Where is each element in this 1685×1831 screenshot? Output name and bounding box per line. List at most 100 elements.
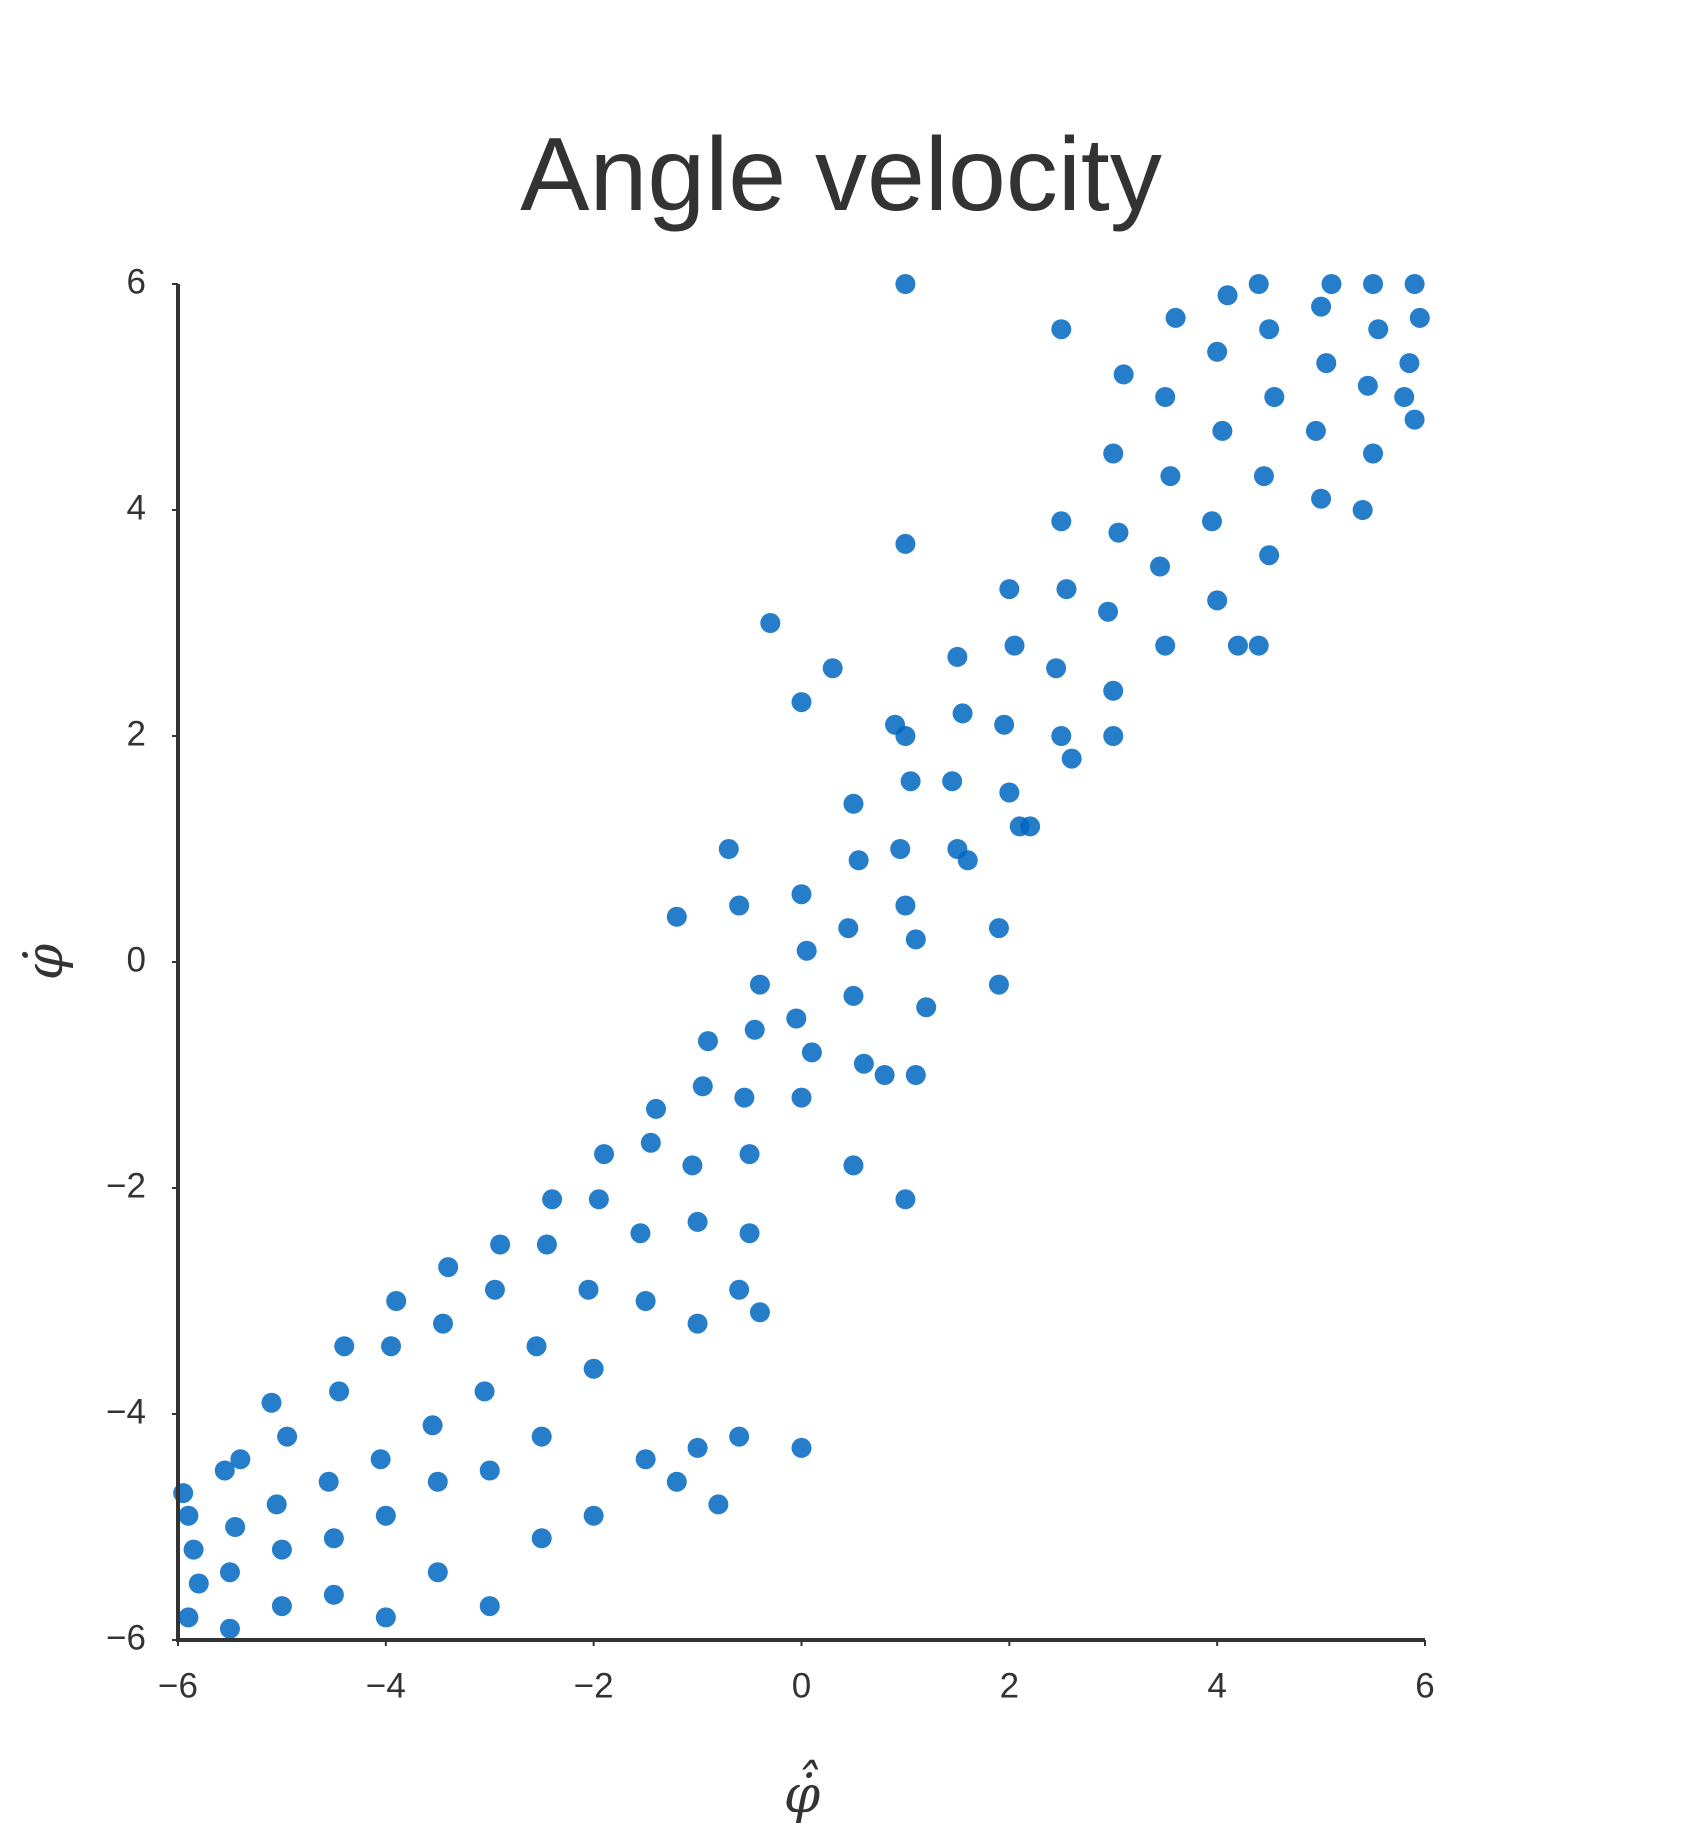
- point: [957, 850, 978, 871]
- point: [1004, 635, 1025, 656]
- y-axis-label: φ̇: [15, 943, 75, 980]
- point: [594, 1144, 615, 1165]
- y-tick-label: −4: [106, 1392, 146, 1431]
- point: [905, 1065, 926, 1085]
- point: [1051, 319, 1072, 340]
- point: [474, 1381, 495, 1402]
- point: [536, 1234, 557, 1255]
- point: [885, 714, 906, 735]
- point: [994, 714, 1015, 735]
- point: [786, 1008, 807, 1029]
- y-tick-label: 0: [127, 940, 146, 979]
- point: [838, 918, 859, 939]
- point: [843, 985, 864, 1006]
- point: [1051, 726, 1072, 746]
- point: [219, 1562, 240, 1583]
- point: [999, 782, 1020, 803]
- point: [427, 1562, 448, 1583]
- x-tick-label: 2: [1000, 1666, 1019, 1705]
- point: [1103, 680, 1124, 701]
- point: [1248, 274, 1269, 294]
- point: [531, 1426, 552, 1447]
- point: [905, 929, 926, 950]
- point: [1212, 420, 1233, 441]
- point: [583, 1505, 604, 1526]
- point: [843, 1155, 864, 1176]
- point: [178, 1607, 199, 1628]
- point: [1394, 387, 1415, 407]
- point: [531, 1528, 552, 1549]
- point: [687, 1313, 708, 1334]
- point: [1404, 274, 1425, 294]
- point: [219, 1618, 240, 1639]
- point: [853, 1053, 874, 1074]
- point: [729, 895, 750, 916]
- point: [1305, 420, 1326, 441]
- point: [640, 1132, 661, 1153]
- point: [895, 895, 916, 916]
- point: [484, 1279, 505, 1300]
- point: [646, 1098, 667, 1119]
- point: [422, 1415, 443, 1436]
- point: [1207, 341, 1228, 362]
- point: [729, 1426, 750, 1447]
- point: [947, 646, 968, 667]
- point: [744, 1019, 765, 1040]
- point: [760, 613, 781, 633]
- point: [438, 1257, 459, 1278]
- point: [1103, 726, 1124, 746]
- point: [1201, 511, 1222, 532]
- point: [739, 1144, 760, 1165]
- x-tick-label: 4: [1207, 1666, 1226, 1705]
- point: [261, 1392, 282, 1413]
- point: [334, 1336, 355, 1357]
- x-axis-label: φ̇̂: [784, 1760, 821, 1825]
- point: [801, 1042, 822, 1063]
- point: [749, 974, 770, 995]
- chart-title: Angle velocity: [520, 117, 1162, 233]
- point: [1352, 500, 1373, 520]
- point: [1108, 522, 1129, 543]
- point: [687, 1437, 708, 1458]
- x-tick-label: 6: [1415, 1666, 1434, 1705]
- point: [578, 1279, 599, 1300]
- point: [490, 1234, 511, 1255]
- point: [1160, 466, 1181, 487]
- x-tick-label: −4: [366, 1666, 406, 1705]
- point: [188, 1573, 209, 1594]
- point: [734, 1087, 755, 1108]
- point: [1321, 274, 1342, 294]
- point: [843, 793, 864, 814]
- point: [890, 839, 911, 859]
- point: [277, 1426, 298, 1447]
- point: [375, 1607, 396, 1628]
- y-tick-label: 2: [127, 714, 146, 753]
- point: [916, 997, 937, 1018]
- point: [988, 918, 1009, 939]
- point: [1363, 443, 1384, 464]
- point: [666, 906, 687, 927]
- point: [682, 1155, 703, 1176]
- point: [329, 1381, 350, 1402]
- point: [988, 974, 1009, 995]
- point: [1217, 285, 1238, 306]
- point: [1113, 364, 1134, 385]
- point: [271, 1596, 292, 1617]
- point: [323, 1584, 344, 1605]
- point: [1409, 307, 1430, 328]
- point: [666, 1471, 687, 1492]
- point: [895, 274, 916, 294]
- point: [432, 1313, 453, 1334]
- point: [999, 579, 1020, 600]
- point: [1248, 635, 1269, 656]
- point: [749, 1302, 770, 1323]
- point: [942, 771, 963, 792]
- point: [895, 1189, 916, 1210]
- y-tick-label: 6: [127, 262, 146, 301]
- point: [739, 1223, 760, 1244]
- point: [583, 1358, 604, 1379]
- y-tick-label: 4: [127, 488, 146, 527]
- point: [1207, 590, 1228, 611]
- point: [900, 771, 921, 792]
- point: [1061, 748, 1082, 769]
